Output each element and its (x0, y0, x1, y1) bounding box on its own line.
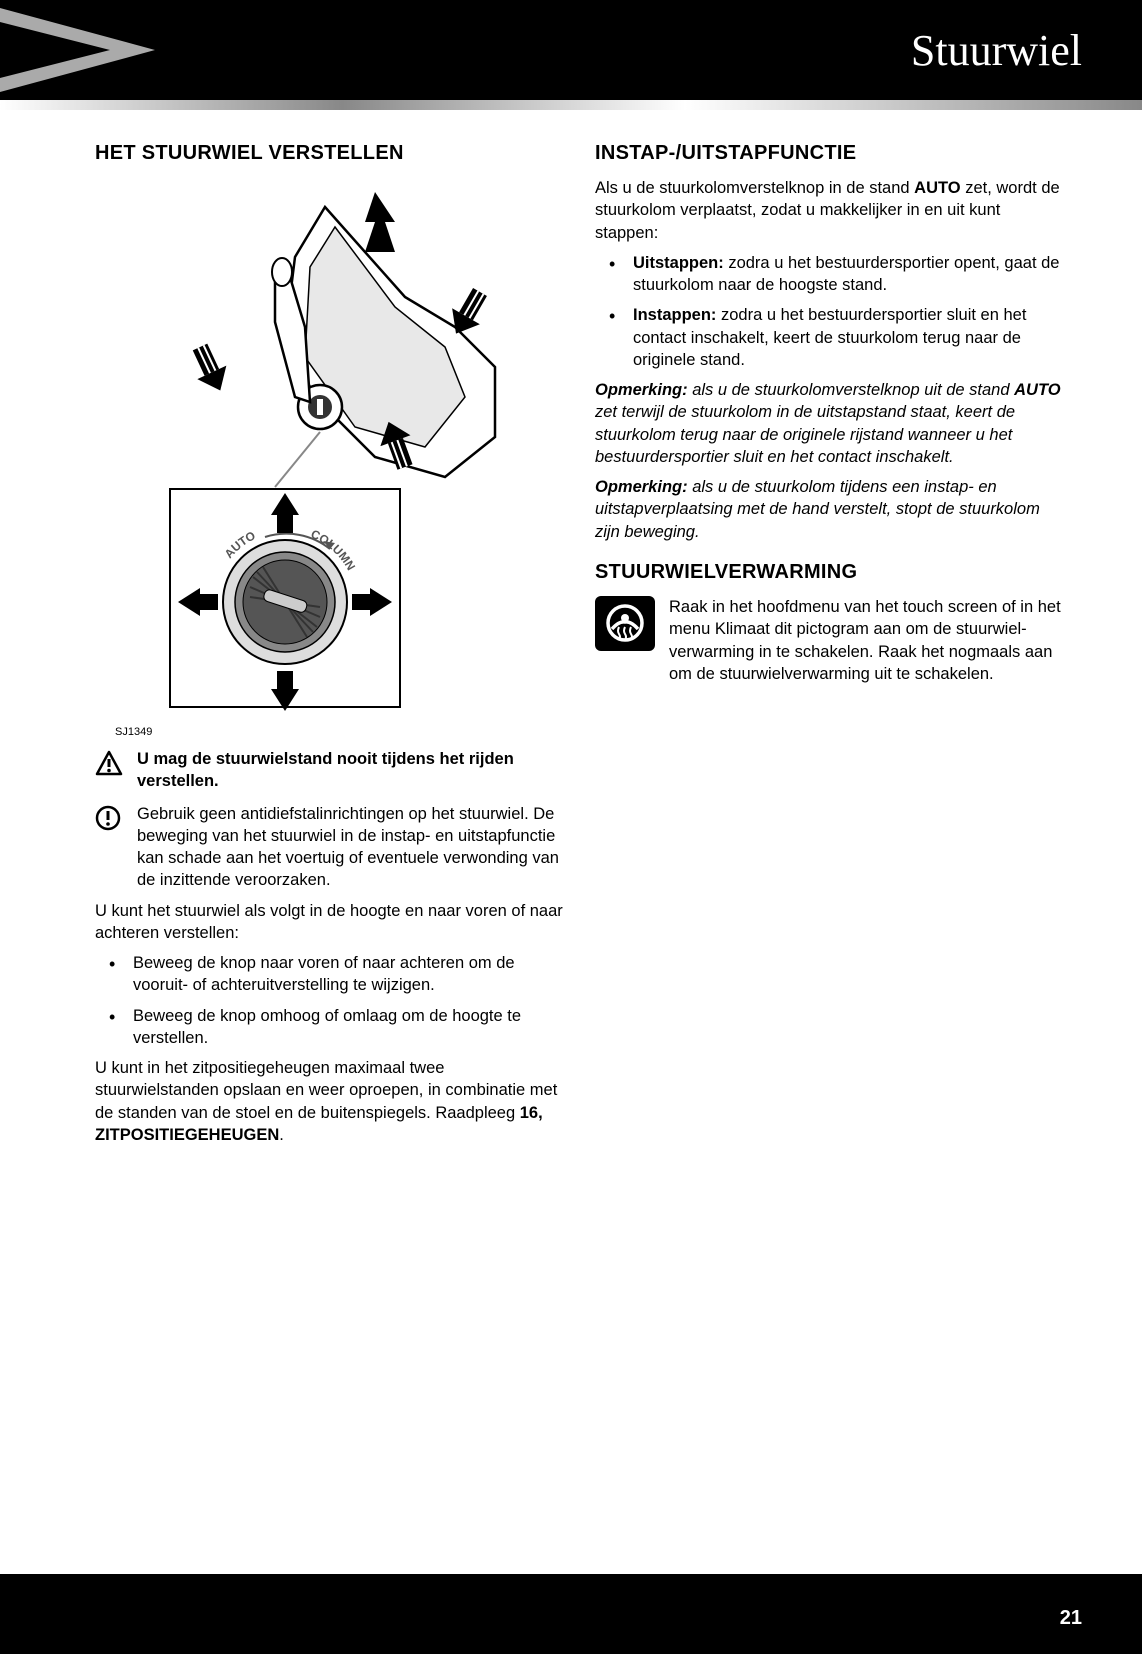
page-number: 21 (1060, 1607, 1082, 1630)
steering-figure: AUTO COLUMN SJ1349 (95, 177, 565, 738)
caution-circle-icon (95, 805, 121, 831)
warning-text: U mag de stuurwielstand nooit tijdens he… (137, 748, 565, 793)
right-heading-2: STUURWIELVERWARMING (595, 561, 1065, 584)
right-heading-1: INSTAP-/UITSTAPFUNCTIE (595, 142, 1065, 165)
list-item: Beweeg de knop naar voren of naar achter… (95, 952, 565, 997)
steering-diagram-icon: AUTO COLUMN (145, 177, 515, 717)
content-area: HET STUURWIEL VERSTELLEN (0, 110, 1142, 1574)
page-footer: 21 (0, 1574, 1142, 1654)
warning-triangle-icon (95, 750, 123, 776)
figure-label: SJ1349 (115, 726, 565, 738)
page: Stuurwiel HET STUURWIEL VERSTELLEN (0, 0, 1142, 1654)
entry-bullets: Uitstappen: zodra u het bestuurdersporti… (595, 252, 1065, 371)
memory-text: U kunt in het zitpositiegeheugen maximaa… (95, 1057, 565, 1146)
list-item: Instappen: zodra u het bestuurdersportie… (595, 304, 1065, 371)
caution-text: Gebruik geen antidiefstalinrichtingen op… (137, 803, 565, 892)
left-column: HET STUURWIEL VERSTELLEN (95, 142, 565, 1554)
page-title: Stuurwiel (911, 25, 1082, 76)
heating-text: Raak in het hoofdmenu van het touch scre… (669, 596, 1065, 685)
warning-row: U mag de stuurwielstand nooit tijdens he… (95, 748, 565, 793)
heated-steering-icon (595, 596, 655, 651)
entry-intro: Als u de stuurkolomverstelknop in de sta… (595, 177, 1065, 244)
intro-text: U kunt het stuurwiel als volgt in de hoo… (95, 900, 565, 945)
heating-row: Raak in het hoofdmenu van het touch scre… (595, 596, 1065, 685)
caution-row: Gebruik geen antidiefstalinrichtingen op… (95, 803, 565, 892)
left-heading: HET STUURWIEL VERSTELLEN (95, 142, 565, 165)
list-item: Beweeg de knop omhoog of omlaag om de ho… (95, 1005, 565, 1050)
note-2: Opmerking: als u de stuurkolom tijdens e… (595, 476, 1065, 543)
page-header: Stuurwiel (0, 0, 1142, 100)
note-1: Opmerking: als u de stuurkolomverstelkno… (595, 379, 1065, 468)
adjust-bullets: Beweeg de knop naar voren of naar achter… (95, 952, 565, 1049)
list-item: Uitstappen: zodra u het bestuurdersporti… (595, 252, 1065, 297)
header-arrow-icon (0, 0, 180, 100)
right-column: INSTAP-/UITSTAPFUNCTIE Als u de stuurkol… (595, 142, 1065, 1554)
header-divider (0, 100, 1142, 110)
